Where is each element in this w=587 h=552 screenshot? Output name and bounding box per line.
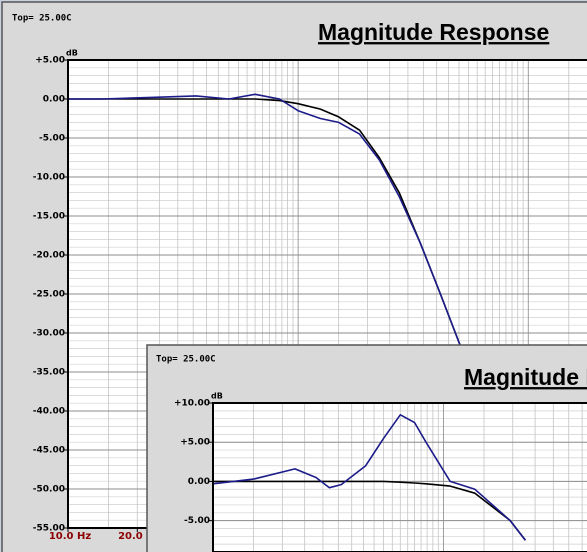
annotation: Top= 25.00C (12, 14, 72, 24)
y-axis-label: dB (211, 392, 223, 401)
chart-title: Magnitude Response (464, 364, 587, 390)
y-tick-label: -35.00 (33, 368, 65, 378)
y-tick-label: -25.00 (33, 290, 65, 300)
y-tick-label: +10.00 (174, 399, 210, 409)
y-tick-label: -55.00 (33, 524, 65, 534)
y-tick-label: 0.00 (43, 95, 65, 105)
chart-title: Magnitude Response (318, 19, 549, 45)
y-tick-label: -50.00 (33, 485, 65, 495)
series-line (213, 414, 527, 541)
y-tick-label: -15.00 (33, 212, 65, 222)
annotation: Top= 25.00C (156, 355, 216, 365)
y-tick-label: -45.00 (33, 446, 65, 456)
y-tick-label: -30.00 (33, 329, 65, 339)
y-tick-label: -5.00 (39, 134, 65, 144)
y-tick-label: +5.00 (35, 56, 65, 66)
series-line (68, 98, 464, 353)
y-tick-label: -40.00 (33, 407, 65, 417)
window: +10.00 +5.00 0.00 -5.00 dB Top= 25.00C Magnitu… (146, 344, 587, 552)
y-tick-label: 0.00 (188, 477, 210, 487)
y-tick-label: -5.00 (184, 516, 210, 526)
series-line (213, 480, 527, 541)
series-line (68, 93, 464, 353)
plot (213, 403, 587, 552)
plot-border (212, 402, 587, 552)
x-tick-label: 10.0 Hz (49, 531, 92, 542)
y-tick-label: +5.00 (180, 438, 210, 448)
y-tick-label: -20.00 (33, 251, 65, 261)
y-axis-label: dB (66, 49, 78, 58)
x-tick-label: 20.0 Hz (118, 531, 161, 542)
y-tick-label: -10.00 (33, 173, 65, 183)
